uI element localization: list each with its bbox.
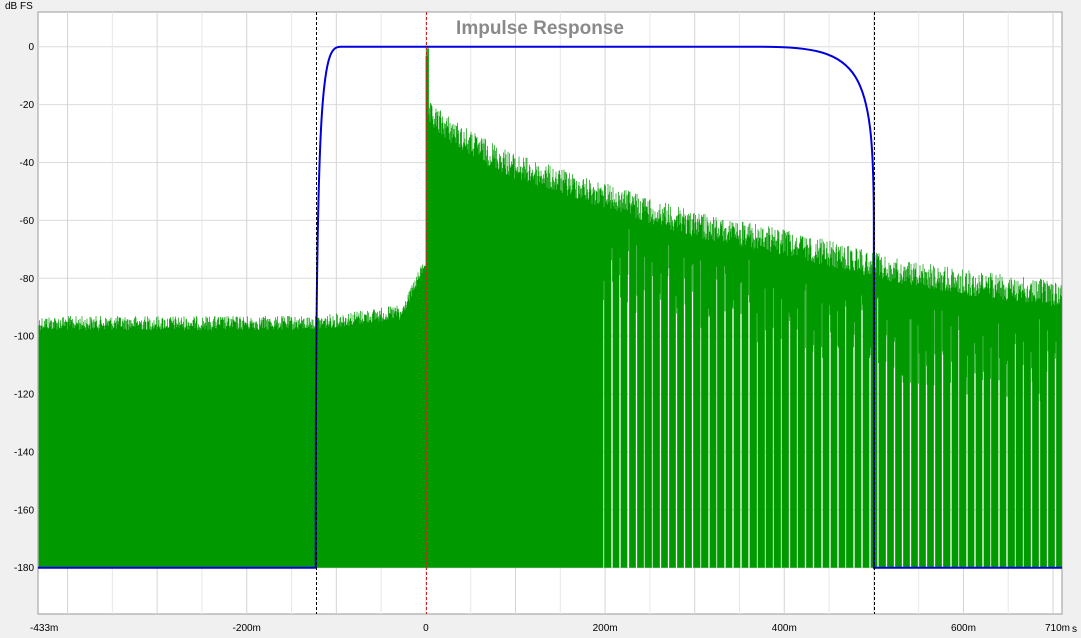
x-tick-label: 0: [423, 623, 429, 634]
impulse-trace: [38, 47, 1062, 568]
y-tick-label: -160: [14, 505, 34, 516]
x-tick-label: -200m: [233, 623, 261, 634]
y-tick-label: -40: [20, 158, 35, 169]
impulse-trace-path: [38, 47, 1062, 568]
x-tick-label: 600m: [951, 623, 976, 634]
y-tick-label: -140: [14, 447, 34, 458]
x-tick-label: 200m: [593, 623, 618, 634]
y-tick-label: -20: [20, 100, 35, 111]
y-tick-label: -100: [14, 332, 34, 343]
x-axis-ticks: -433m -200m 0 200m 400m 600m 710m: [30, 623, 1070, 634]
x-tick-label: 400m: [772, 623, 797, 634]
x-tick-label: 710m: [1045, 623, 1070, 634]
y-tick-label: -80: [20, 274, 35, 285]
y-axis-label: dB FS: [5, 1, 33, 12]
y-tick-label: -180: [14, 563, 34, 574]
y-tick-label: -60: [20, 216, 35, 227]
window-markers: [316, 12, 875, 614]
y-axis-ticks: 0 -20 -40 -60 -80 -100 -120 -140 -160 -180: [14, 42, 34, 574]
chart-title: Impulse Response: [456, 18, 624, 39]
y-tick-label: 0: [28, 42, 34, 53]
y-tick-label: -120: [14, 390, 34, 401]
x-axis-unit: s: [1072, 624, 1077, 635]
x-tick-label: -433m: [30, 623, 58, 634]
